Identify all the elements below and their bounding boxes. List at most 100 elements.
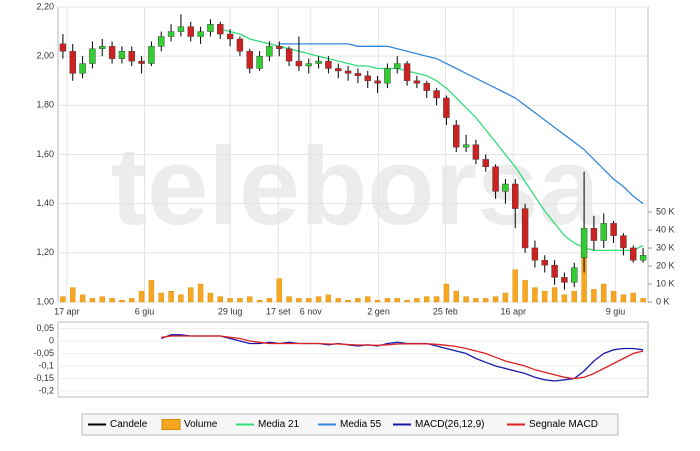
y-tick-label: 0,05 <box>36 323 54 333</box>
candle-body <box>138 60 145 64</box>
candle-body <box>118 51 126 59</box>
y2-tick-label: 20 K <box>656 260 675 270</box>
volume-bar <box>394 298 400 303</box>
x-tick-label: 17 set <box>266 306 291 316</box>
volume-bar <box>315 296 322 303</box>
candle-body <box>551 264 558 278</box>
candle-body <box>512 183 519 209</box>
volume-bar <box>325 294 332 303</box>
candle-body <box>423 83 430 91</box>
candle-body <box>384 68 391 84</box>
candle-body <box>531 247 539 261</box>
candle-body <box>541 260 548 266</box>
volume-bar <box>109 298 115 303</box>
volume-bar <box>345 300 351 303</box>
candle-body <box>246 51 253 69</box>
candle-body <box>344 70 352 74</box>
candle-body <box>561 277 568 283</box>
volume-bar <box>473 298 479 303</box>
y-tick-label: 2,20 <box>36 1 54 11</box>
candle-body <box>256 55 263 69</box>
y2-tick-label: 10 K <box>656 278 675 288</box>
volume-bar <box>168 291 174 303</box>
volume-bar <box>483 298 489 303</box>
volume-bar <box>138 291 145 303</box>
y-tick-label: 1,60 <box>36 149 54 159</box>
x-tick-label: 2 gen <box>367 306 390 316</box>
candle-body <box>403 63 411 81</box>
volume-bar <box>453 291 459 303</box>
volume-bar <box>70 287 76 303</box>
line <box>279 43 644 205</box>
candle-body <box>610 223 617 236</box>
candle-body <box>325 60 332 69</box>
volume-bar <box>561 294 568 303</box>
x-tick-label: 6 nov <box>300 306 323 316</box>
volume-bar <box>414 298 420 303</box>
candle-body <box>502 183 509 192</box>
volume-bar <box>601 283 607 303</box>
candle-body <box>462 144 470 148</box>
y2-tick-label: 30 K <box>656 242 675 252</box>
volume-bar <box>99 296 105 303</box>
x-tick-label: 17 apr <box>54 306 80 316</box>
volume-bar <box>424 296 430 303</box>
candle-body <box>79 63 86 74</box>
legend-label: Volume <box>184 419 218 430</box>
volume-bar <box>217 296 223 303</box>
candle-body <box>177 26 185 32</box>
candle-body <box>620 235 627 249</box>
volume-bar <box>60 296 66 303</box>
candle-body <box>187 26 194 37</box>
candle-body <box>276 46 283 49</box>
candle-body <box>521 208 529 249</box>
candle-body <box>492 166 499 192</box>
volume-bar <box>286 296 292 303</box>
legend: Candele Volume Media 21 Media 55 MACD(26,12,… <box>88 419 598 430</box>
volume-bar <box>276 278 282 303</box>
volume-bar <box>433 296 440 303</box>
volume-bar <box>404 300 410 303</box>
volume-bar <box>256 300 263 303</box>
y-tick-label: 0 <box>49 335 54 345</box>
volume-bar <box>79 294 86 303</box>
candle-body <box>590 228 598 241</box>
y-tick-label: 1,40 <box>36 198 54 208</box>
candle-body <box>335 68 342 72</box>
volume-bar <box>512 269 518 303</box>
y-tick-label: 2,00 <box>36 51 54 61</box>
volume-bar <box>384 298 391 303</box>
y2-tick-label: 0 K <box>656 296 670 306</box>
volume-bar <box>355 298 361 303</box>
volume-bar <box>158 292 164 303</box>
volume-bar <box>551 287 558 303</box>
volume-bar <box>266 298 273 303</box>
volume-bar <box>178 294 184 303</box>
volume-bar <box>630 292 636 303</box>
volume-bar <box>374 300 381 303</box>
volume-bar <box>237 298 243 303</box>
candle-body <box>315 60 322 64</box>
volume-bar <box>463 296 469 303</box>
line <box>161 334 644 382</box>
candle-body <box>413 80 421 84</box>
y-tick-label: -0,15 <box>33 373 54 383</box>
legend-label: Media 55 <box>340 419 382 430</box>
volume-bar <box>296 298 302 303</box>
candle-body <box>630 247 637 261</box>
candle-body <box>158 36 165 47</box>
candle-body <box>472 144 480 160</box>
candle-body <box>128 51 135 62</box>
x-tick-label: 6 giu <box>135 306 155 316</box>
volume-bar <box>365 296 371 303</box>
volume-bar <box>502 292 509 303</box>
candle-body <box>580 228 588 258</box>
y-tick-label: -0,05 <box>33 348 54 358</box>
volume-bar <box>532 287 538 303</box>
legend-frame <box>81 413 619 436</box>
y-tick-label: 1,20 <box>36 247 54 257</box>
volume-bar <box>119 300 125 303</box>
y-tick-label: 1,80 <box>36 100 54 110</box>
y-tick-label: -0,2 <box>38 385 54 395</box>
